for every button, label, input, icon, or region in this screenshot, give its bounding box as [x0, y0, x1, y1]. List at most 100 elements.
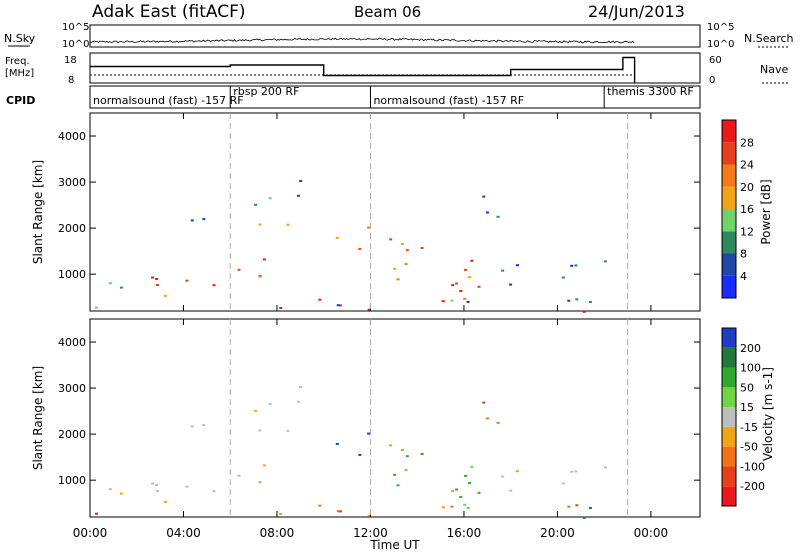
colorbar-swatch: [722, 347, 736, 368]
power-echo: [574, 264, 578, 267]
freq-trace: [90, 56, 636, 83]
power-echo: [501, 269, 505, 272]
colorbar-swatch: [722, 466, 736, 487]
power-echo: [603, 260, 607, 263]
colorbar-tick-label: -100: [740, 460, 765, 473]
velocity-echo: [582, 516, 586, 519]
colorbar-tick-label: 100: [740, 362, 761, 375]
cpid-segment-label: themis 3300 RF: [607, 85, 694, 98]
velocity-echo: [358, 453, 362, 456]
colorbar-tick-label: 24: [740, 159, 754, 172]
power-echo: [262, 258, 266, 261]
velocity-echo: [393, 473, 397, 476]
power-echo: [575, 298, 579, 301]
colorbar-tick-label: 200: [740, 342, 761, 355]
nsky-panel-frame: [89, 24, 701, 48]
velocity-echo: [420, 453, 424, 455]
power-echo: [477, 285, 481, 288]
x-tick-label: 08:00: [260, 526, 295, 540]
nave-tick-0: 0: [709, 75, 715, 86]
power-echo: [155, 278, 159, 280]
velocity-echo: [237, 474, 241, 477]
colorbar-tick-label: 16: [740, 203, 754, 216]
freq-label-2: [MHz]: [5, 68, 34, 79]
colorbar-swatch: [722, 231, 736, 254]
y-tick-label: 2000: [58, 428, 86, 441]
power-echo: [95, 306, 98, 309]
power-echo: [404, 263, 408, 266]
power-echo: [561, 276, 565, 279]
power-echo: [318, 298, 322, 301]
power-echo: [163, 294, 167, 297]
velocity-echo: [451, 490, 455, 493]
x-tick-label: 00:00: [73, 526, 108, 540]
nsky-left-tick-top: 10^5: [62, 22, 89, 33]
velocity-echo: [262, 464, 266, 467]
colorbar-swatch: [722, 209, 736, 232]
velocity-echo: [299, 386, 303, 388]
colorbar-swatch: [722, 446, 736, 467]
nsky-right-tick-top: 10^5: [707, 22, 734, 33]
velocity-echo: [155, 484, 159, 486]
x-tick-label: 04:00: [166, 526, 201, 540]
colorbar-frame: [721, 327, 737, 507]
colorbar-tick-label: -50: [740, 441, 758, 454]
velocity-echo: [279, 513, 283, 515]
colorbar-swatch: [722, 367, 736, 388]
velocity-echo: [485, 417, 489, 420]
velocity-echo: [400, 449, 404, 451]
power-echo: [286, 223, 290, 226]
y-tick-label: 4000: [58, 130, 86, 143]
power-echo: [441, 300, 445, 303]
power-echo: [212, 284, 216, 287]
power-echo: [367, 308, 371, 311]
velocity-echo: [119, 492, 123, 495]
power-colorbar-label: Power [dB]: [759, 179, 773, 244]
cpid-segment-label: rbsp 200 RF: [233, 85, 299, 98]
velocity-echo: [477, 491, 481, 494]
power-echo: [338, 304, 342, 307]
velocity-scatter: [95, 386, 607, 519]
power-scatter: [95, 180, 607, 313]
power-echo: [464, 268, 468, 271]
velocity-echo: [441, 506, 445, 509]
power-echo: [482, 195, 486, 198]
x-tick-label: 12:00: [353, 526, 388, 540]
date-title: 24/Jun/2013: [588, 2, 685, 21]
colorbar-swatch: [722, 164, 736, 187]
y-tick-label: 3000: [58, 382, 86, 395]
power-echo: [570, 264, 574, 267]
power-echo: [190, 219, 194, 222]
nsearch-label: N.Search: [744, 32, 794, 45]
nsky-right-tick-bottom: 10^0: [707, 39, 734, 50]
nsky-label: N.Sky: [4, 32, 36, 45]
velocity-echo: [509, 489, 513, 492]
velocity-ylabel: Slant Range [km]: [31, 366, 45, 470]
velocity-echo: [463, 503, 467, 506]
colorbar-swatch: [722, 120, 736, 143]
power-y-ticks: 1000 2000 3000 4000: [58, 130, 700, 281]
y-tick-label: 2000: [58, 222, 86, 235]
power-echo: [268, 197, 272, 200]
power-echo: [108, 282, 112, 285]
y-tick-label: 4000: [58, 336, 86, 349]
power-echo: [420, 247, 424, 249]
velocity-echo: [258, 481, 262, 484]
velocity-echo: [574, 470, 578, 473]
colorbar-swatch: [722, 407, 736, 427]
radar-title: Adak East (fitACF): [92, 2, 246, 22]
cpid-panel-frame: [89, 85, 701, 109]
colorbar-swatch: [722, 328, 736, 348]
velocity-colorbar: 200 100 50 15 -15 -50 -100 -200: [721, 327, 765, 507]
velocity-echo: [455, 488, 459, 491]
power-echo: [582, 310, 586, 313]
velocity-echo: [286, 429, 290, 432]
power-echo: [185, 279, 189, 282]
power-echo: [400, 243, 404, 245]
power-echo: [389, 238, 393, 241]
freq-tick-8: 8: [68, 75, 74, 86]
power-echo: [393, 267, 397, 270]
velocity-echo: [268, 403, 272, 406]
velocity-panel-frame: [89, 318, 701, 518]
velocity-y-ticks: 1000 2000 3000 4000: [58, 336, 700, 487]
